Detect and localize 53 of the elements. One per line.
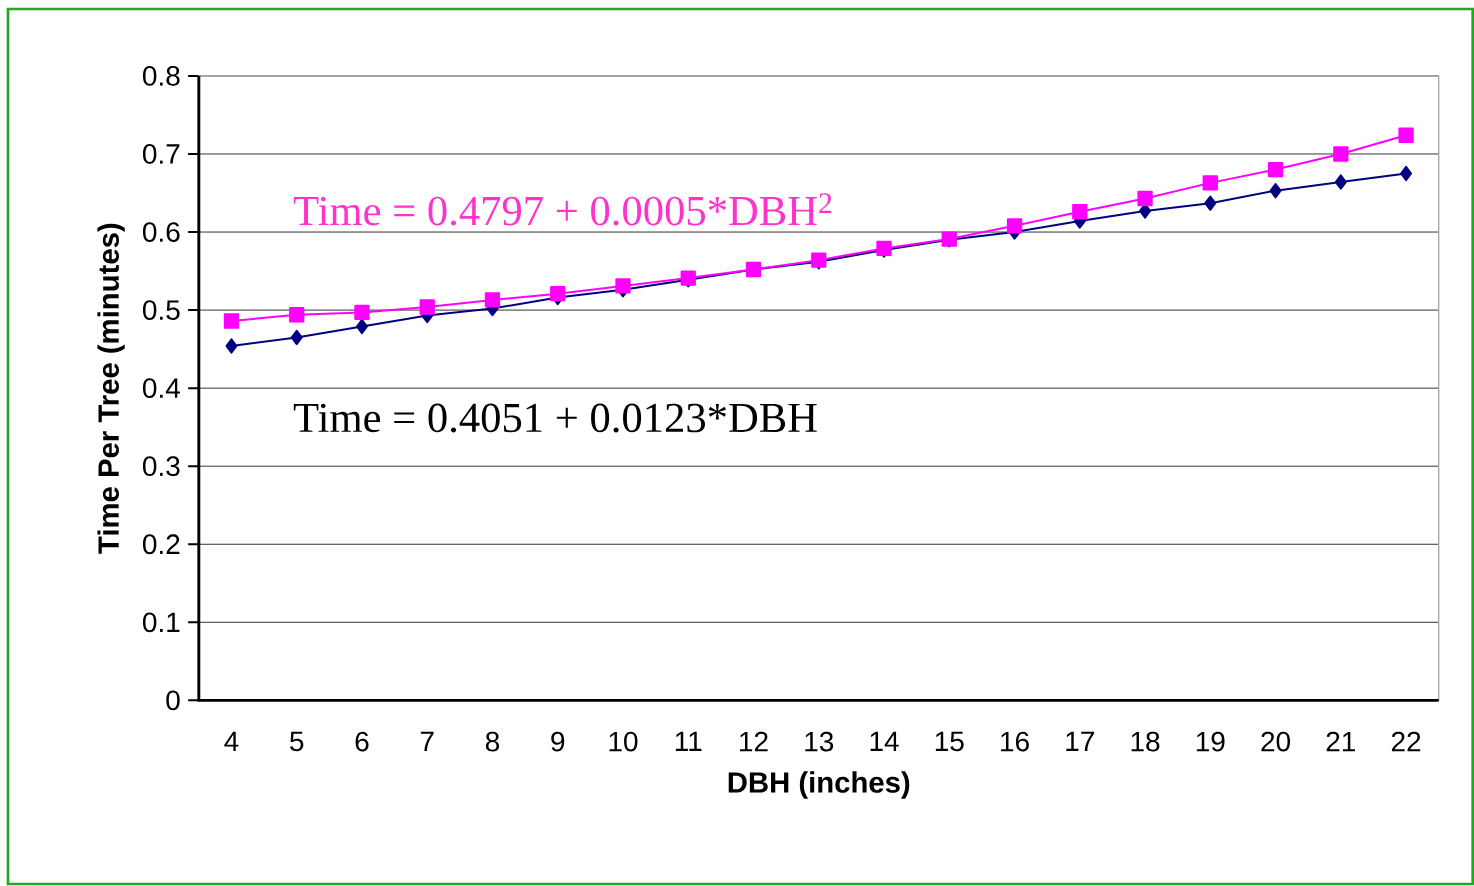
x-tick-label: 5 [290,731,304,752]
x-tick-label: 17 [1066,731,1094,752]
x-tick-label: 18 [1131,731,1160,752]
y-tick-label: 0.3 [142,456,180,477]
point [550,286,566,302]
point [223,313,240,329]
y-tick-label: 0.4 [142,378,180,399]
x-tick-label: 19 [1196,731,1225,752]
point [1267,162,1284,178]
point [355,319,368,335]
point [615,278,631,294]
y-tick-label: 0 [166,690,180,711]
x-tick-label: 7 [420,731,434,752]
point [1137,191,1153,207]
point [1398,127,1414,144]
point [419,299,435,315]
y-axis-title: Time Per Tree (minutes) [97,224,125,554]
x-tick-label: 13 [805,731,834,752]
point [484,292,501,308]
annotation: Time = 0.4051 + 0.0123*DBH [293,403,817,433]
x-tick-label: 22 [1391,731,1421,752]
point [1072,204,1088,220]
point [225,338,238,354]
y-tick-label: 0.2 [142,534,180,555]
x-tick-label: 6 [355,731,369,752]
y-tick-label: 0.1 [142,612,180,633]
x-tick-label: 11 [675,731,702,752]
point [1334,174,1347,190]
point [1006,218,1023,234]
y-tick-label: 0.6 [142,222,180,243]
annotation: Time = 0.4797 + 0.0005*DBH$^{2}$ [293,193,832,226]
x-tick-label: 14 [870,731,899,752]
y-tick-label: 0.8 [142,66,180,87]
point [354,305,370,321]
x-tick-label: 4 [224,731,239,752]
point [289,307,305,323]
x-tick-label: 21 [1326,731,1355,752]
x-axis-title: DBH (inches) [728,771,910,799]
x-tick-label: 12 [740,731,768,752]
point [1204,195,1217,212]
x-tick-label: 8 [485,731,500,752]
x-tick-label: 9 [551,731,565,752]
point [1400,166,1413,182]
point [290,329,303,346]
point [1269,183,1282,199]
x-tick-label: 16 [1001,731,1029,752]
x-tick-label: 20 [1261,731,1291,752]
y-tick-label: 0.5 [142,300,180,321]
y-tick-label: 0.7 [142,144,180,165]
point [1333,146,1349,162]
point [1202,175,1218,191]
x-tick-label: 15 [935,731,964,752]
x-tick-label: 10 [609,731,638,752]
